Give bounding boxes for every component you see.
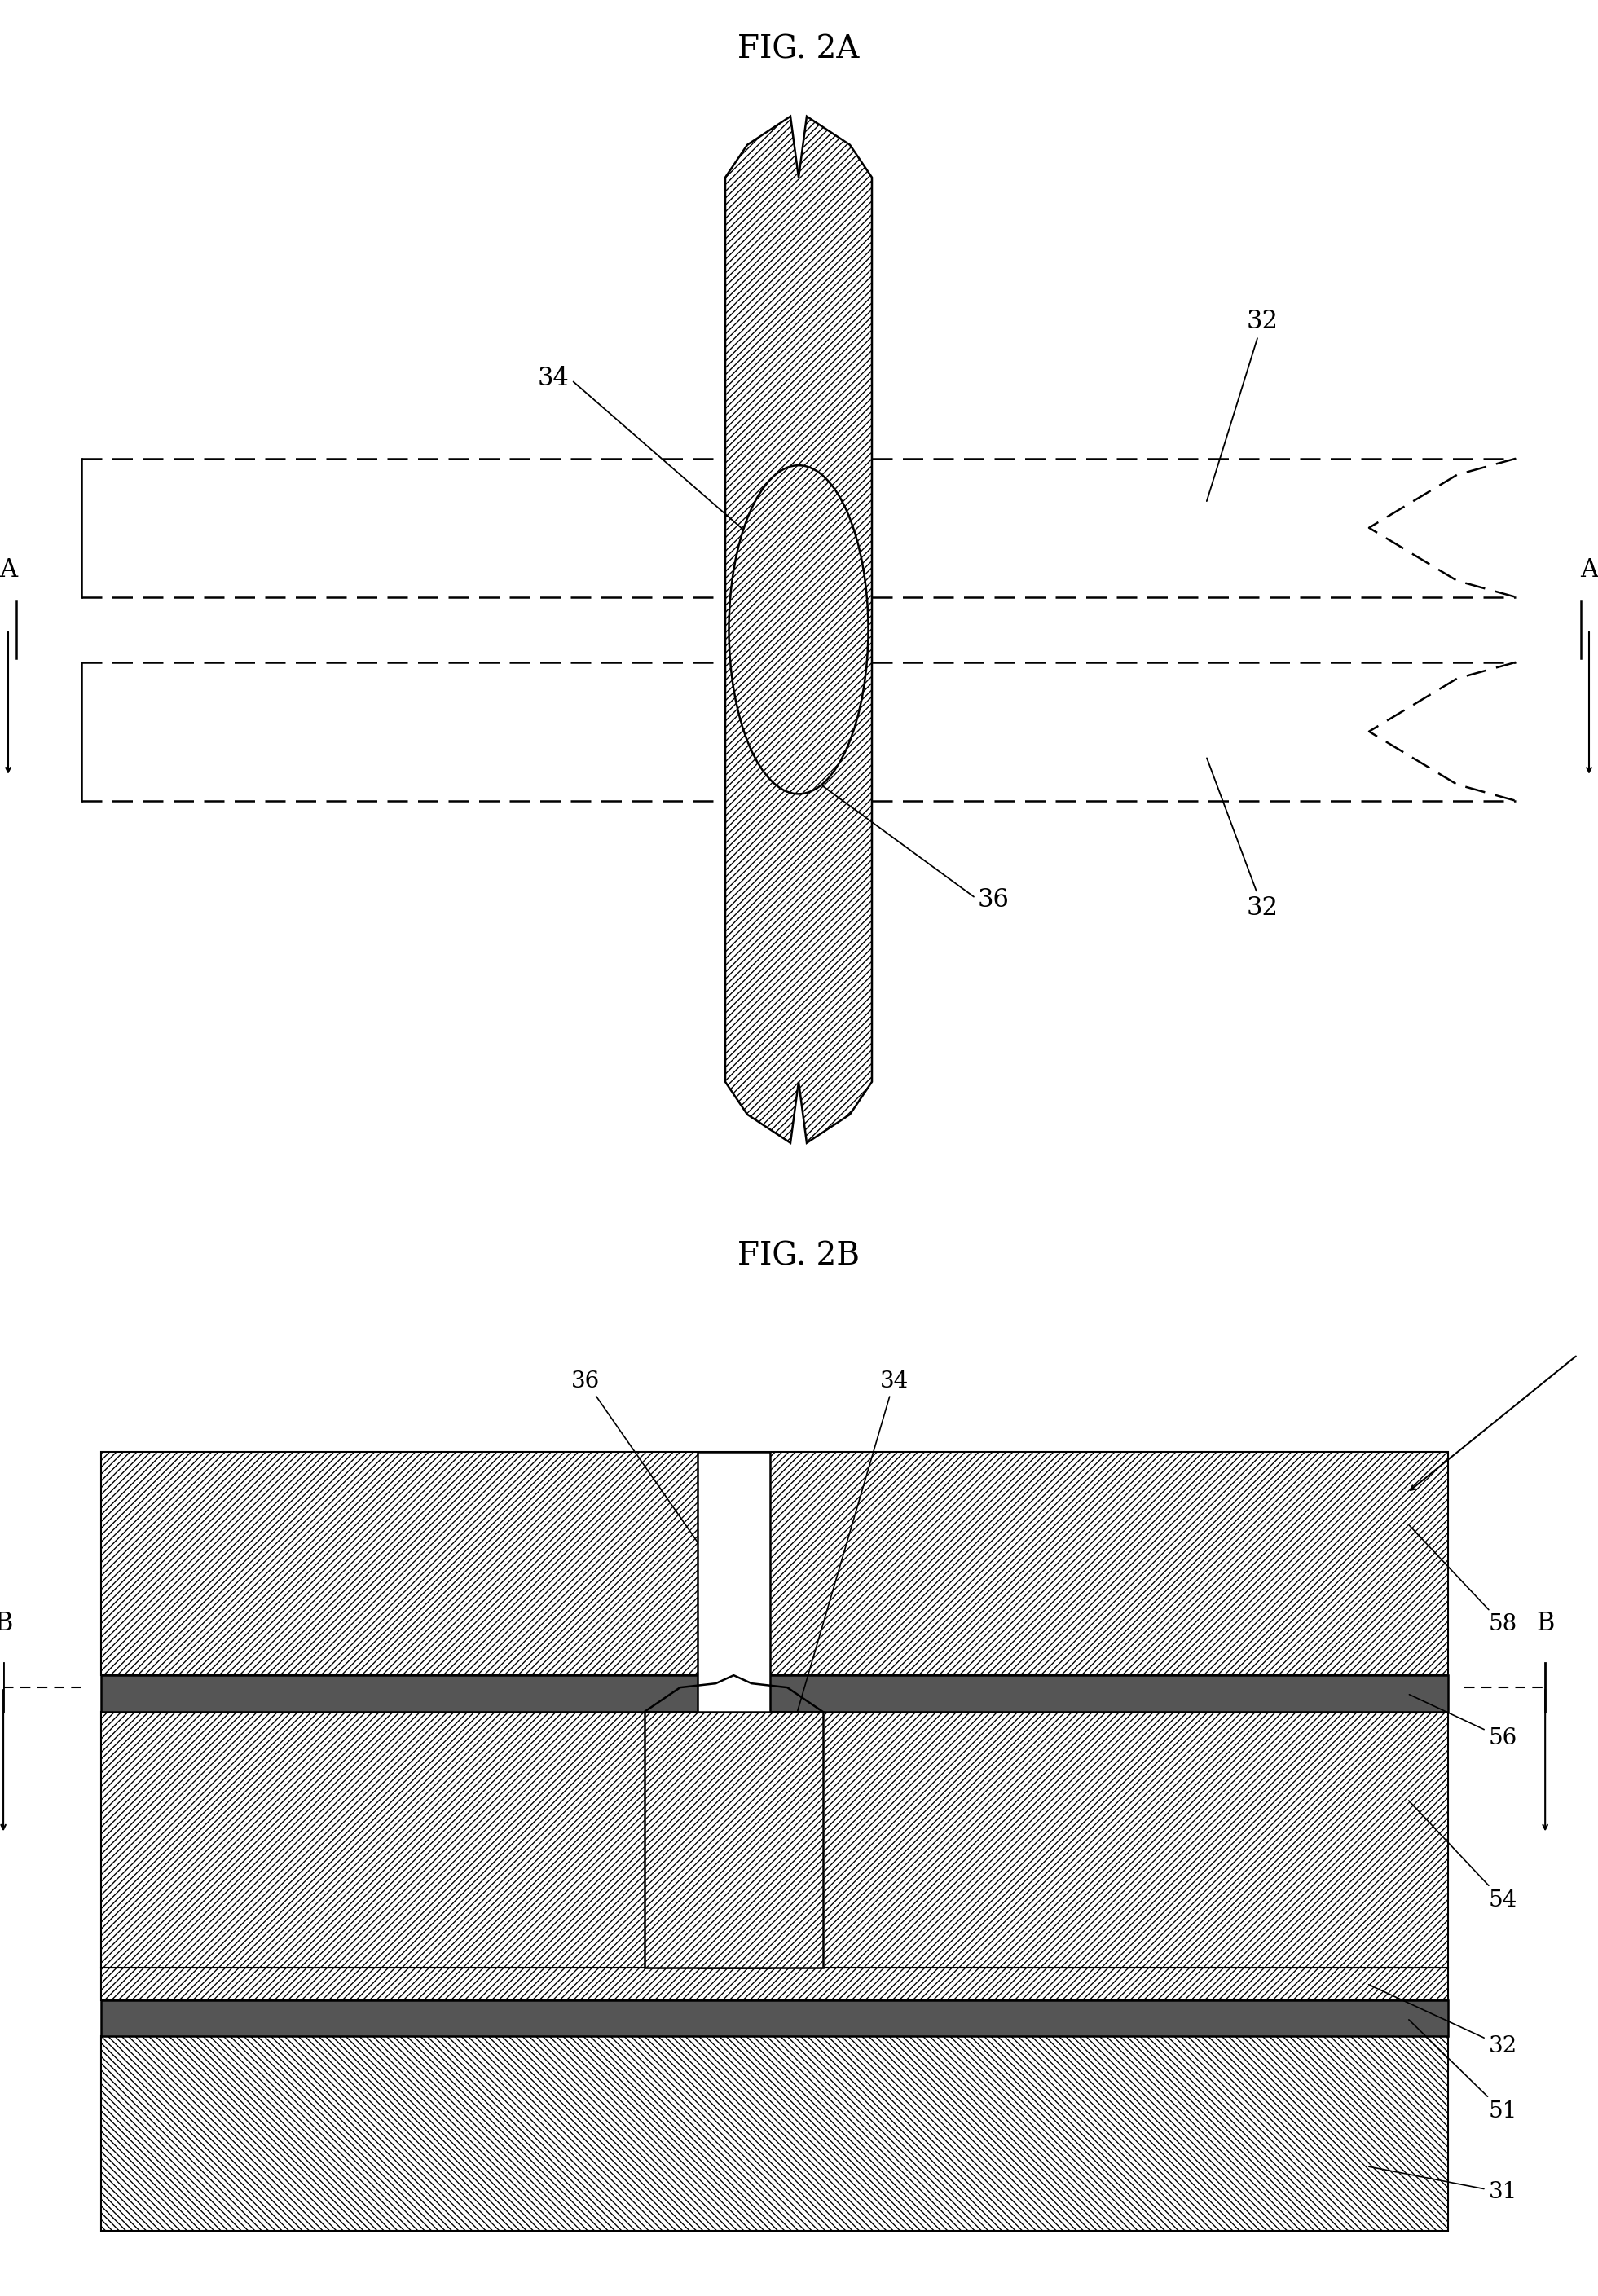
Text: 32: 32 (1206, 758, 1278, 921)
Text: A: A (0, 558, 18, 583)
Text: 32: 32 (1206, 308, 1278, 501)
Bar (101, 2000, 1448, 2037)
Bar (101, 2037, 1448, 2232)
Text: B: B (1536, 1612, 1555, 1637)
Bar (697, 1451, 770, 1968)
Text: FIG. 2B: FIG. 2B (738, 1242, 860, 1272)
Text: 51: 51 (1409, 2020, 1517, 2122)
Ellipse shape (729, 466, 868, 794)
Bar (101, 1713, 1448, 1968)
Text: FIG. 2A: FIG. 2A (738, 34, 860, 64)
Text: 56: 56 (1409, 1694, 1517, 1750)
Bar (101, 1451, 1448, 1676)
Text: 36: 36 (572, 1371, 732, 1593)
Text: 36: 36 (823, 785, 1010, 912)
Text: 31: 31 (1369, 2167, 1517, 2204)
Bar (101, 1968, 1448, 2000)
Text: 58: 58 (1409, 1525, 1517, 1635)
Text: 34: 34 (778, 1371, 909, 1775)
Text: 54: 54 (1409, 1800, 1517, 1913)
Text: 34: 34 (539, 365, 762, 546)
Bar (101, 1676, 1448, 1713)
Polygon shape (725, 117, 873, 1143)
Text: A: A (1580, 558, 1598, 583)
Text: B: B (0, 1612, 13, 1637)
Bar (644, 1713, 823, 1968)
Text: 32: 32 (1369, 1984, 1517, 2057)
